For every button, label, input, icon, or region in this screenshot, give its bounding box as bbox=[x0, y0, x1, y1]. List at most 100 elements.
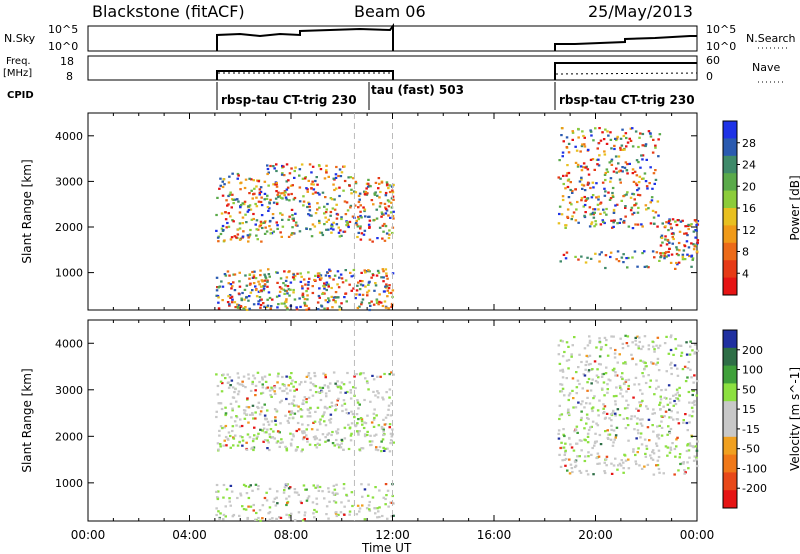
data-cell bbox=[384, 285, 387, 288]
data-cell bbox=[338, 235, 342, 238]
data-cell bbox=[367, 388, 370, 391]
data-cell bbox=[666, 403, 670, 406]
data-cell bbox=[275, 169, 278, 173]
data-cell bbox=[223, 183, 226, 186]
data-cell bbox=[672, 404, 675, 407]
data-cell bbox=[222, 444, 225, 447]
time-tick-label: 04:00 bbox=[172, 528, 207, 542]
data-cell bbox=[323, 287, 326, 290]
data-cell bbox=[615, 258, 618, 261]
data-cell bbox=[326, 307, 329, 310]
data-cell bbox=[239, 492, 242, 495]
data-cell bbox=[240, 299, 243, 302]
data-cell bbox=[594, 432, 597, 435]
data-cell bbox=[692, 459, 696, 462]
data-cell bbox=[293, 196, 297, 200]
data-cell bbox=[561, 155, 564, 158]
data-cell bbox=[681, 219, 684, 222]
data-cell bbox=[261, 504, 265, 507]
data-cell bbox=[242, 307, 245, 310]
data-cell bbox=[376, 269, 380, 272]
data-cell bbox=[215, 410, 218, 413]
data-cell bbox=[605, 412, 609, 415]
data-cell bbox=[663, 342, 667, 345]
colorbar-tick-label: 15 bbox=[742, 403, 756, 416]
data-cell bbox=[360, 483, 363, 486]
data-cell bbox=[596, 409, 600, 412]
data-cell bbox=[640, 424, 644, 427]
data-cell bbox=[220, 212, 224, 215]
data-cell bbox=[595, 346, 598, 349]
data-cell bbox=[332, 371, 336, 374]
nave-trace bbox=[218, 72, 698, 75]
data-cell bbox=[580, 360, 583, 364]
data-cell bbox=[300, 501, 303, 505]
data-cell bbox=[619, 181, 622, 184]
data-cell bbox=[564, 224, 567, 227]
data-cell bbox=[225, 199, 228, 202]
data-cell bbox=[605, 464, 608, 467]
data-cell bbox=[683, 258, 687, 261]
data-cell bbox=[600, 375, 604, 378]
data-cell bbox=[268, 373, 271, 376]
data-cell bbox=[249, 505, 253, 508]
data-cell bbox=[372, 274, 375, 277]
data-cell bbox=[254, 202, 257, 206]
data-cell bbox=[338, 168, 342, 171]
data-cell bbox=[224, 377, 227, 380]
data-cell bbox=[651, 449, 655, 452]
data-cell bbox=[314, 385, 318, 388]
colorbar-swatch bbox=[723, 277, 737, 296]
data-cell bbox=[361, 447, 365, 450]
data-cell bbox=[382, 276, 385, 279]
data-cell bbox=[603, 187, 606, 190]
data-cell bbox=[579, 471, 583, 474]
data-cell bbox=[306, 424, 310, 427]
data-cell bbox=[627, 225, 631, 228]
data-cell bbox=[328, 500, 331, 503]
data-cell bbox=[339, 386, 342, 389]
data-cell bbox=[689, 224, 692, 227]
data-cell bbox=[577, 366, 580, 369]
data-cell bbox=[695, 464, 699, 468]
data-cell bbox=[591, 211, 595, 214]
data-cell bbox=[258, 413, 262, 416]
data-cell bbox=[675, 248, 679, 251]
data-cell bbox=[349, 389, 352, 392]
data-cell bbox=[688, 414, 691, 417]
data-cell bbox=[603, 470, 606, 473]
data-cell bbox=[384, 306, 388, 309]
data-cell bbox=[241, 384, 245, 387]
data-cell bbox=[294, 166, 297, 169]
data-cell bbox=[580, 183, 584, 186]
data-cell bbox=[383, 222, 386, 226]
data-cell bbox=[272, 183, 275, 186]
data-cell bbox=[573, 465, 577, 469]
data-cell bbox=[254, 411, 257, 414]
data-cell bbox=[236, 228, 240, 231]
data-cell bbox=[238, 285, 242, 288]
data-cell bbox=[653, 348, 656, 351]
data-cell bbox=[589, 130, 593, 133]
data-cell bbox=[674, 455, 677, 458]
data-cell bbox=[565, 174, 568, 177]
data-cell bbox=[652, 452, 656, 455]
data-cell bbox=[652, 216, 656, 219]
data-cell bbox=[240, 181, 243, 184]
data-cell bbox=[582, 184, 586, 187]
data-cell bbox=[568, 437, 571, 440]
data-cell bbox=[229, 484, 233, 487]
data-cell bbox=[619, 169, 622, 172]
data-cell bbox=[675, 261, 678, 265]
data-cell bbox=[330, 231, 333, 234]
data-cell bbox=[358, 507, 362, 510]
data-cell bbox=[580, 255, 583, 258]
data-cell bbox=[615, 171, 618, 174]
data-cell bbox=[229, 283, 233, 286]
colorbar-swatch bbox=[723, 472, 737, 491]
data-cell bbox=[263, 305, 266, 308]
data-cell bbox=[218, 434, 221, 437]
data-cell bbox=[250, 189, 253, 192]
data-cell bbox=[262, 302, 265, 305]
data-cell bbox=[384, 416, 388, 419]
